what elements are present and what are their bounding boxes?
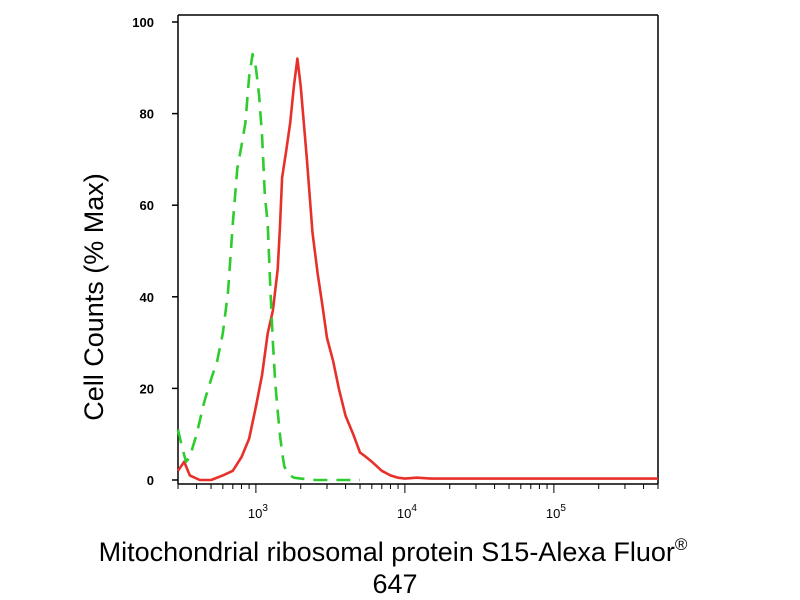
series-line-control [176,52,360,482]
x-axis-ticks: 103 104 105 [177,484,659,521]
y-tick-label: 20 [140,381,154,396]
x-axis-title-line2: 647 [372,569,417,599]
y-tick-label: 100 [132,15,154,30]
y-tick-label: 0 [147,473,154,488]
y-axis-title: Cell Counts (% Max) [79,173,109,421]
series-layer [176,52,658,482]
x-tick-label: 105 [546,503,566,521]
plot-frame [177,14,659,485]
x-tick-label: 103 [248,503,268,521]
y-axis-ticks: 0 20 40 60 80 100 [132,15,178,488]
x-axis-title-line1: Mitochondrial ribosomal protein S15-Alex… [99,537,675,567]
y-tick-label: 40 [140,290,154,305]
x-tick-label: 104 [397,503,417,521]
x-axis-title: Mitochondrial ribosomal protein S15-Alex… [99,535,688,567]
y-tick-label: 80 [140,107,154,122]
x-axis-title-superscript: ® [675,535,688,554]
series-line-sample [176,57,658,482]
y-tick-label: 60 [140,198,154,213]
